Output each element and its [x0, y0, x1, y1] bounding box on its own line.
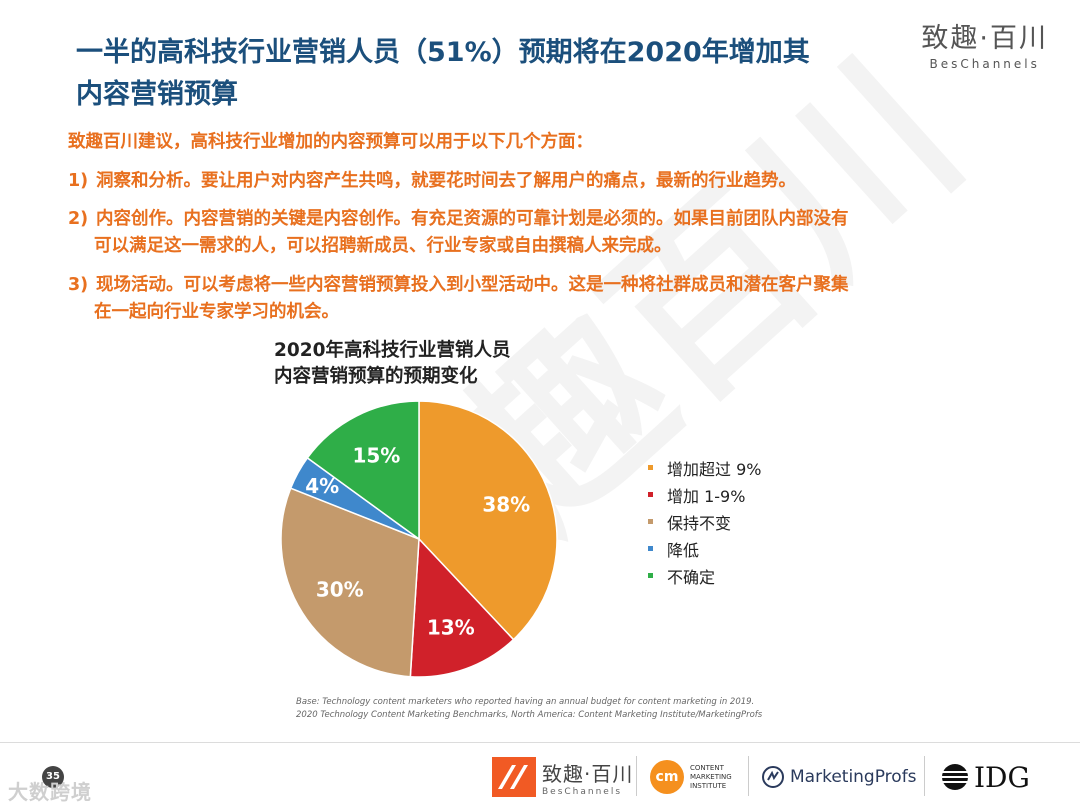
point-3: 3) 现场活动。可以考虑将一些内容营销预算投入到小型活动中。这是一种将社群成员和潜…: [68, 272, 1028, 326]
source-note: Base: Technology content marketers who r…: [296, 696, 762, 722]
logo-separator: [924, 756, 925, 796]
page-title-line1: 一半的高科技行业营销人员（51%）预期将在2020年增加其: [76, 37, 810, 68]
brand-logo-cn: 致趣·百川: [921, 23, 1048, 54]
legend-label-0: 增加超过 9%: [667, 459, 762, 479]
point-1-number: 1): [68, 171, 89, 191]
legend-item-3: 降低: [648, 535, 761, 562]
beschannels-logo-cn: 致趣·百川: [542, 761, 634, 786]
pie-slice-label-0: 38%: [482, 492, 530, 516]
cmi-text-line2: MARKETING: [690, 772, 732, 781]
logo-cmi: cm CONTENT MARKETING INSTITUTE: [650, 754, 732, 800]
pie-slice-1: [409, 537, 515, 678]
pie-slice-label-1: 13%: [427, 615, 475, 639]
marketingprofs-logo-text: MarketingProfs: [790, 767, 917, 787]
footer-divider: [0, 742, 1080, 743]
point-1-line1: 洞察和分析。要让用户对内容产生共鸣，就要花时间去了解用户的痛点，最新的行业趋势。: [96, 171, 796, 191]
page-number-badge: 35: [42, 766, 64, 788]
source-line1: Base: Technology content marketers who r…: [296, 697, 755, 707]
legend-swatch-3: [648, 546, 653, 551]
cmi-text-line3: INSTITUTE: [690, 781, 727, 790]
point-3-line2: 在一起向行业专家学习的机会。: [94, 302, 339, 322]
legend-item-4: 不确定: [648, 562, 761, 589]
chart-legend: 增加超过 9% 增加 1-9% 保持不变降低不确定: [648, 454, 761, 589]
beschannels-logo-text: 致趣·百川 BesChannels: [542, 758, 633, 797]
legend-label-2: 保持不变: [667, 513, 732, 533]
legend-swatch-1: [648, 492, 653, 497]
cmi-logo-mark: cm: [650, 760, 684, 794]
point-1: 1) 洞察和分析。要让用户对内容产生共鸣，就要花时间去了解用户的痛点，最新的行业趋…: [68, 168, 1028, 195]
cmi-text-line1: CONTENT: [690, 763, 724, 772]
legend-swatch-2: [648, 519, 653, 524]
legend-label-3: 降低: [667, 540, 700, 560]
legend-item-0: 增加超过 9%: [648, 454, 761, 481]
legend-swatch-0: [648, 465, 653, 470]
pie-slice-2: [280, 487, 420, 678]
logo-beschannels: 致趣·百川 BesChannels: [492, 754, 633, 800]
idg-globe-icon: [942, 764, 968, 790]
legend-label-4: 不确定: [667, 567, 716, 587]
point-2-number: 2): [68, 209, 89, 229]
marketingprofs-logo-icon: [762, 766, 784, 788]
legend-item-2: 保持不变: [648, 508, 761, 535]
page-title: 一半的高科技行业营销人员（51%）预期将在2020年增加其 内容营销预算: [76, 32, 876, 116]
source-line2: 2020 Technology Content Marketing Benchm…: [296, 710, 763, 720]
legend-item-1: 增加 1-9%: [648, 481, 761, 508]
pie-chart: 38%13%30%4%15%: [280, 400, 558, 678]
pie-slice-label-4: 15%: [352, 443, 400, 467]
beschannels-logo-icon: [492, 757, 536, 797]
brand-logo-en: BesChannels: [929, 57, 1040, 71]
logo-idg: IDG: [940, 754, 1030, 800]
point-2-line2: 可以满足这一需求的人，可以招聘新成员、行业专家或自由撰稿人来完成。: [94, 236, 672, 256]
intro-text: 致趣百川建议，高科技行业增加的内容预算可以用于以下几个方面：: [68, 132, 593, 152]
logo-separator: [636, 756, 637, 796]
pie-slice-0: [418, 400, 558, 641]
point-3-number: 3): [68, 275, 89, 295]
logo-separator: [748, 756, 749, 796]
legend-label-1: 增加 1-9%: [667, 486, 746, 506]
pie-slice-4: [306, 400, 420, 541]
legend-swatch-4: [648, 573, 653, 578]
point-3-line1: 现场活动。可以考虑将一些内容营销预算投入到小型活动中。这是一种将社群成员和潜在客…: [96, 275, 849, 295]
point-2: 2) 内容创作。内容营销的关键是内容创作。有充足资源的可靠计划是必须的。如果目前团…: [68, 206, 1028, 260]
chart-title-line1: 2020年高科技行业营销人员: [274, 340, 511, 361]
chart-title: 2020年高科技行业营销人员 内容营销预算的预期变化: [274, 338, 511, 390]
chart-title-line2: 内容营销预算的预期变化: [274, 366, 478, 387]
cmi-logo-text: CONTENT MARKETING INSTITUTE: [690, 764, 732, 791]
brand-logo-top: 致趣·百川 BesChannels: [921, 16, 1048, 71]
logo-marketingprofs: MarketingProfs: [762, 754, 917, 800]
page-title-line2: 内容营销预算: [76, 79, 238, 110]
beschannels-logo-en: BesChannels: [542, 786, 623, 797]
pie-slice-label-2: 30%: [316, 577, 364, 601]
bottom-watermark: 大数跨境: [8, 780, 92, 804]
point-2-line1: 内容创作。内容营销的关键是内容创作。有充足资源的可靠计划是必须的。如果目前团队内…: [96, 209, 849, 229]
idg-logo-text: IDG: [974, 760, 1030, 794]
